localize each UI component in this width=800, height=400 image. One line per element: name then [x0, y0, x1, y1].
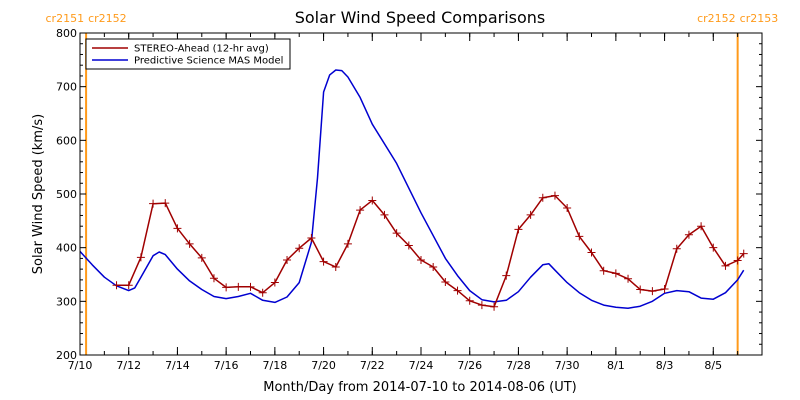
data-point-marker [684, 230, 693, 239]
x-tick-label: 8/5 [704, 359, 722, 372]
data-point-marker [733, 256, 742, 265]
carrington-rotation-markers: cr2151 cr2152 cr2152 cr2153 [46, 12, 779, 355]
data-point-marker [672, 244, 681, 253]
x-tick-label: 7/24 [409, 359, 434, 372]
data-point-marker [356, 206, 365, 215]
data-point-marker [538, 193, 547, 202]
data-point-marker [331, 262, 340, 271]
data-point-marker [709, 243, 718, 252]
data-point-marker [222, 283, 231, 292]
data-point-marker [514, 225, 523, 234]
carrington-label-right: cr2153 [740, 12, 779, 25]
carrington-label-left: cr2152 [697, 12, 736, 25]
data-point-marker [477, 301, 486, 310]
y-tick-label: 800 [56, 27, 77, 40]
data-point-marker [392, 229, 401, 238]
series-line [79, 69, 745, 310]
data-point-marker [611, 269, 620, 278]
data-point-marker [173, 224, 182, 233]
x-tick-label: 7/14 [165, 359, 190, 372]
data-point-marker [563, 203, 572, 212]
data-point-marker [307, 234, 316, 243]
data-point-marker [490, 302, 499, 311]
x-tick-label: 8/3 [656, 359, 674, 372]
data-point-marker [429, 262, 438, 271]
data-point-marker [739, 249, 748, 258]
x-axis-title: Month/Day from 2014-07-10 to 2014-08-06 … [263, 380, 576, 395]
legend-label: Predictive Science MAS Model [134, 56, 283, 67]
data-point-marker [283, 256, 292, 265]
y-tick-label: 500 [56, 188, 77, 201]
data-point-marker [185, 239, 194, 248]
data-point-marker [124, 281, 133, 290]
y-tick-label: 200 [56, 349, 77, 362]
data-point-marker [587, 248, 596, 257]
carrington-label-right: cr2152 [88, 12, 127, 25]
x-tick-label: 7/30 [555, 359, 580, 372]
data-point-marker [550, 191, 559, 200]
carrington-label-left: cr2151 [46, 12, 85, 25]
data-point-marker [234, 282, 243, 291]
data-point-marker [270, 278, 279, 287]
data-point-marker [149, 199, 158, 208]
data-point-marker [161, 199, 170, 208]
data-point-marker [136, 253, 145, 262]
data-point-marker [721, 261, 730, 270]
legend: STEREO-Ahead (12-hr avg)Predictive Scien… [85, 38, 291, 70]
y-tick-label: 400 [56, 242, 77, 255]
chart-title: Solar Wind Speed Comparisons [295, 8, 546, 27]
x-tick-label: 8/1 [607, 359, 625, 372]
series-line [116, 194, 745, 308]
series-stereo-ahead [112, 191, 748, 311]
data-point-marker [319, 257, 328, 266]
data-point-marker [343, 239, 352, 248]
y-tick-label: 300 [56, 295, 77, 308]
x-tick-label: 7/16 [214, 359, 239, 372]
plot-frame [79, 32, 763, 356]
data-point-marker [648, 287, 657, 296]
data-point-marker [404, 241, 413, 250]
series-layer [79, 69, 748, 311]
data-point-marker [112, 281, 121, 290]
y-tick-label: 600 [56, 134, 77, 147]
x-tick-label: 7/20 [311, 359, 336, 372]
data-point-marker [599, 266, 608, 275]
y-axis-title: Solar Wind Speed (km/s) [31, 114, 46, 274]
x-tick-label: 7/26 [457, 359, 482, 372]
data-point-marker [502, 271, 511, 280]
data-point-marker [441, 278, 450, 287]
y-tick-label: 700 [56, 81, 77, 94]
data-point-marker [465, 296, 474, 305]
x-tick-label: 7/12 [116, 359, 141, 372]
data-point-marker [368, 196, 377, 205]
x-tick-label: 7/18 [263, 359, 288, 372]
data-point-marker [697, 222, 706, 231]
data-point-marker [624, 274, 633, 283]
data-point-marker [197, 253, 206, 262]
series-mas-model [79, 69, 745, 310]
data-point-marker [258, 288, 267, 297]
data-point-marker [660, 284, 669, 293]
x-tick-label: 7/10 [68, 359, 93, 372]
data-point-marker [417, 256, 425, 265]
data-point-marker [453, 286, 462, 295]
data-point-marker [636, 285, 645, 294]
data-point-marker [526, 210, 535, 219]
data-point-marker [209, 274, 218, 283]
legend-label: STEREO-Ahead (12-hr avg) [134, 44, 269, 55]
x-tick-label: 7/22 [360, 359, 385, 372]
data-point-marker [295, 244, 304, 253]
y-axis: 200 300 400 500 600 700 800 [56, 27, 762, 362]
data-point-marker [575, 232, 584, 241]
x-tick-label: 7/28 [506, 359, 531, 372]
data-point-marker [246, 282, 255, 291]
legend-box [85, 38, 291, 70]
x-axis: 7/10 7/12 7/14 7/16 7/18 7/20 7/22 7/24 7/26 7/28… [68, 33, 763, 372]
data-point-marker [380, 210, 389, 219]
